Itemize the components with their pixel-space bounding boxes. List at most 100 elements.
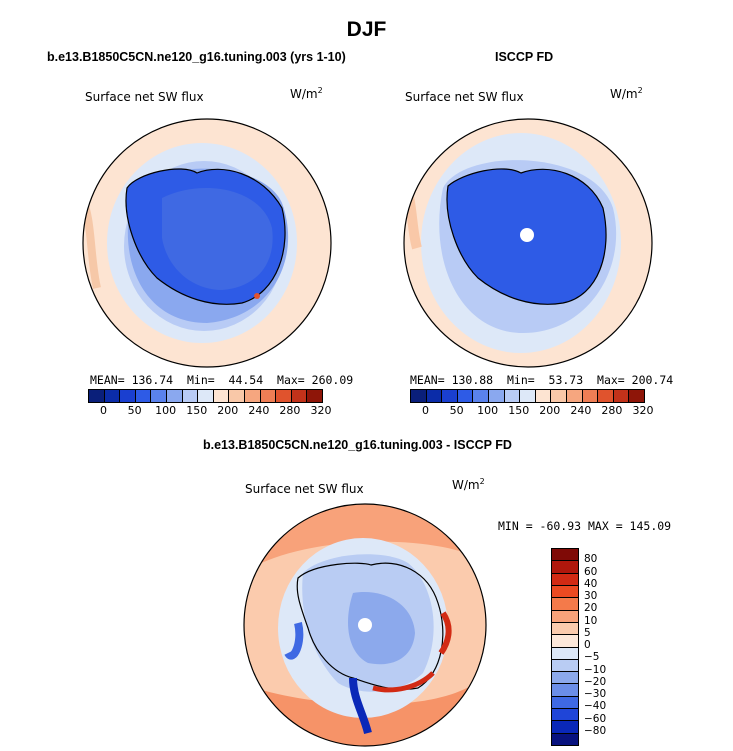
colorbar-tick-label: 200 xyxy=(539,404,561,417)
panel2-map xyxy=(403,118,653,368)
colorbar-tick-label: 60 xyxy=(584,565,598,578)
colorbar-tick-label: 80 xyxy=(584,553,598,566)
colorbar-tick-label: 5 xyxy=(584,626,591,639)
colorbar-tick-label: 100 xyxy=(155,404,177,417)
colorbar-swatch xyxy=(276,390,292,402)
panel1-map xyxy=(82,118,332,368)
panel2-border xyxy=(403,118,653,368)
colorbar-tick-label: 150 xyxy=(186,404,208,417)
colorbar-swatch xyxy=(552,709,578,722)
colorbar-swatch xyxy=(520,390,536,402)
colorbar-swatch xyxy=(552,598,578,611)
colorbar-swatch xyxy=(629,390,644,402)
colorbar-swatch xyxy=(552,610,578,623)
panel1-coastline xyxy=(125,168,286,305)
colorbar-swatch xyxy=(552,573,578,586)
colorbar-swatch xyxy=(552,659,578,673)
colorbar-swatch xyxy=(307,390,322,402)
colorbar-swatch xyxy=(504,390,521,402)
colorbar-swatch xyxy=(551,390,567,402)
colorbar-swatch xyxy=(552,672,578,685)
colorbar-tick-label: 320 xyxy=(310,404,332,417)
panel2-ticks: 0 50 100 150 200 240 280 320 xyxy=(410,404,653,418)
panel1-title: b.e13.B1850C5CN.ne120_g16.tuning.003 (yr… xyxy=(47,50,346,64)
panel2-units: W/m2 xyxy=(610,86,643,101)
panel3-coastline xyxy=(296,562,444,690)
panel3-stats: MIN = -60.93 MAX = 145.09 xyxy=(498,519,672,533)
colorbar-tick-label: −40 xyxy=(584,700,607,713)
panel1-stats: MEAN= 136.74 Min= 44.54 Max= 260.09 xyxy=(90,373,354,387)
colorbar-tick-label: 20 xyxy=(584,602,598,615)
panel3-ticks: 80 60 40 30 20 10 5 0 −5 −10 −20 −30 −40 −60 −80 xyxy=(584,548,624,748)
colorbar-swatch xyxy=(552,733,578,745)
colorbar-swatch xyxy=(552,647,578,660)
panel3-variable-label: Surface net SW flux xyxy=(245,482,364,496)
colorbar-swatch xyxy=(552,622,578,636)
colorbar-tick-label: 280 xyxy=(601,404,623,417)
panel1-ticks: 0 50 100 150 200 240 280 320 xyxy=(88,404,331,418)
colorbar-tick-label: 240 xyxy=(248,404,270,417)
panel3-cold-spot xyxy=(284,622,304,660)
panel1-plateau xyxy=(162,188,273,290)
colorbar-swatch xyxy=(151,390,167,402)
colorbar-tick-label: −20 xyxy=(584,675,607,688)
colorbar-swatch xyxy=(213,390,230,402)
panel2-stats: MEAN= 130.88 Min= 53.73 Max= 200.74 xyxy=(410,373,674,387)
colorbar-tick-label: 0 xyxy=(422,404,430,417)
colorbar-swatch xyxy=(104,390,121,402)
panel3-hot-edge xyxy=(438,611,452,655)
colorbar-tick-label: −10 xyxy=(584,663,607,676)
colorbar-swatch xyxy=(552,684,578,697)
panel3-hot-coast xyxy=(372,671,435,693)
panel2-coastline xyxy=(446,168,607,305)
colorbar-swatch xyxy=(552,561,578,574)
colorbar-swatch xyxy=(244,390,261,402)
panel3-title: b.e13.B1850C5CN.ne120_g16.tuning.003 - I… xyxy=(203,438,512,452)
colorbar-swatch xyxy=(535,390,552,402)
colorbar-swatch xyxy=(598,390,614,402)
colorbar-tick-label: 0 xyxy=(100,404,108,417)
colorbar-tick-label: 280 xyxy=(279,404,301,417)
panel1-variable-label: Surface net SW flux xyxy=(85,90,204,104)
panel1-border xyxy=(82,118,332,368)
colorbar-swatch xyxy=(566,390,583,402)
panel1-units: W/m2 xyxy=(290,86,323,101)
panel3-pole-hole xyxy=(358,618,372,632)
panel1-hotspot xyxy=(254,293,260,299)
colorbar-swatch xyxy=(411,390,427,402)
colorbar-tick-label: −60 xyxy=(584,712,607,725)
colorbar-swatch xyxy=(182,390,199,402)
panel3-units: W/m2 xyxy=(452,477,485,492)
panel3-map xyxy=(243,503,487,747)
panel3-cold-tongue xyxy=(349,677,372,735)
colorbar-tick-label: −5 xyxy=(584,651,600,664)
colorbar-swatch xyxy=(135,390,152,402)
colorbar-swatch xyxy=(89,390,105,402)
colorbar-swatch xyxy=(229,390,245,402)
colorbar-swatch xyxy=(442,390,458,402)
colorbar-tick-label: 100 xyxy=(477,404,499,417)
colorbar-tick-label: 30 xyxy=(584,590,598,602)
colorbar-tick-label: 150 xyxy=(508,404,530,417)
colorbar-swatch xyxy=(488,390,505,402)
colorbar-swatch xyxy=(291,390,308,402)
colorbar-swatch xyxy=(473,390,489,402)
colorbar-swatch xyxy=(166,390,183,402)
colorbar-tick-label: 50 xyxy=(449,404,464,417)
panel2-pole-hole xyxy=(520,228,534,242)
colorbar-swatch xyxy=(582,390,599,402)
panel3-plateau xyxy=(348,592,415,665)
panel3-border xyxy=(243,503,487,747)
colorbar-tick-label: 50 xyxy=(127,404,142,417)
panel2-title: ISCCP FD xyxy=(495,50,554,64)
colorbar-tick-label: 10 xyxy=(584,614,598,627)
colorbar-swatch xyxy=(426,390,443,402)
colorbar-tick-label: −80 xyxy=(584,724,607,737)
panel2-colorbar xyxy=(410,389,645,403)
colorbar-swatch xyxy=(552,635,578,648)
colorbar-tick-label: 0 xyxy=(584,639,591,651)
colorbar-swatch xyxy=(457,390,474,402)
colorbar-swatch xyxy=(613,390,630,402)
colorbar-swatch xyxy=(552,696,578,710)
colorbar-swatch xyxy=(260,390,277,402)
